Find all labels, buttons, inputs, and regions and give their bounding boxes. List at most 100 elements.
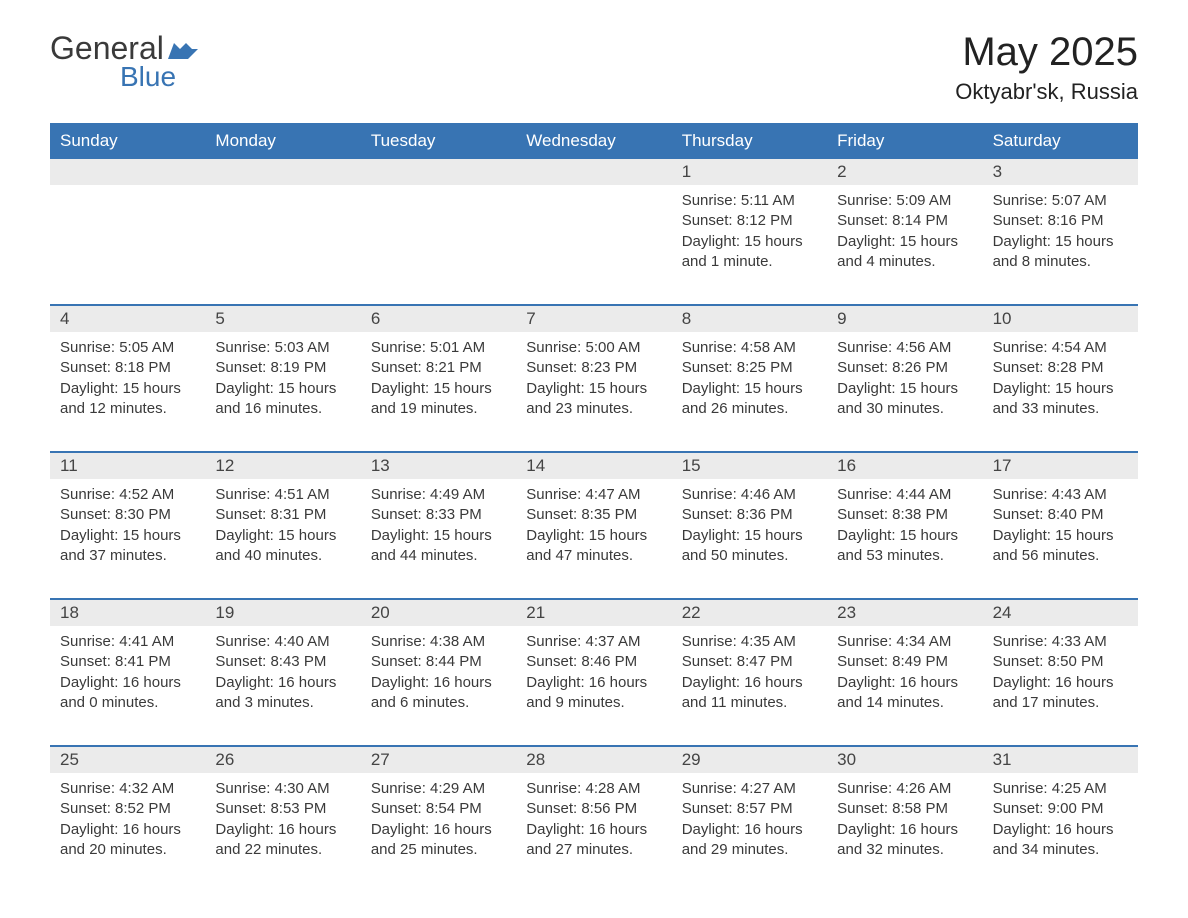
daylight-text: Daylight: 15 hours and 47 minutes.: [526, 526, 661, 567]
sunset-text: Sunset: 8:50 PM: [993, 652, 1128, 672]
sunset-text: Sunset: 8:38 PM: [837, 505, 972, 525]
day-number: 31: [983, 747, 1138, 773]
day-number: 29: [672, 747, 827, 773]
sunrise-text: Sunrise: 4:30 AM: [215, 779, 350, 799]
sunrise-text: Sunrise: 4:49 AM: [371, 485, 506, 505]
sunset-text: Sunset: 8:25 PM: [682, 358, 817, 378]
daylight-text: Daylight: 16 hours and 9 minutes.: [526, 673, 661, 714]
sunrise-text: Sunrise: 4:34 AM: [837, 632, 972, 652]
sunrise-text: Sunrise: 4:44 AM: [837, 485, 972, 505]
day-cell: Sunrise: 4:38 AMSunset: 8:44 PMDaylight:…: [361, 626, 516, 727]
dow-sunday: Sunday: [50, 123, 205, 159]
sunset-text: Sunset: 8:47 PM: [682, 652, 817, 672]
sunset-text: Sunset: 8:58 PM: [837, 799, 972, 819]
logo-flag-icon: [168, 37, 198, 59]
sunset-text: Sunset: 8:14 PM: [837, 211, 972, 231]
day-cell: Sunrise: 5:03 AMSunset: 8:19 PMDaylight:…: [205, 332, 360, 433]
sunrise-text: Sunrise: 4:40 AM: [215, 632, 350, 652]
day-number: 9: [827, 306, 982, 332]
day-number: 30: [827, 747, 982, 773]
page-title: May 2025: [955, 30, 1138, 75]
day-number: 10: [983, 306, 1138, 332]
sunset-text: Sunset: 8:21 PM: [371, 358, 506, 378]
sunrise-text: Sunrise: 4:33 AM: [993, 632, 1128, 652]
day-number: 13: [361, 453, 516, 479]
sunrise-text: Sunrise: 5:01 AM: [371, 338, 506, 358]
sunrise-text: Sunrise: 4:52 AM: [60, 485, 195, 505]
day-number: 2: [827, 159, 982, 185]
daylight-text: Daylight: 16 hours and 32 minutes.: [837, 820, 972, 861]
sunrise-text: Sunrise: 4:28 AM: [526, 779, 661, 799]
sunrise-text: Sunrise: 4:37 AM: [526, 632, 661, 652]
sunset-text: Sunset: 8:56 PM: [526, 799, 661, 819]
sunset-text: Sunset: 8:53 PM: [215, 799, 350, 819]
daylight-text: Daylight: 15 hours and 53 minutes.: [837, 526, 972, 567]
day-number: 27: [361, 747, 516, 773]
day-number: 26: [205, 747, 360, 773]
daylight-text: Daylight: 16 hours and 25 minutes.: [371, 820, 506, 861]
day-number: 15: [672, 453, 827, 479]
title-block: May 2025 Oktyabr'sk, Russia: [955, 30, 1138, 105]
logo: General Blue: [50, 30, 198, 93]
day-number-row: 123: [50, 159, 1138, 185]
daylight-text: Daylight: 15 hours and 19 minutes.: [371, 379, 506, 420]
sunrise-text: Sunrise: 4:35 AM: [682, 632, 817, 652]
day-number: 6: [361, 306, 516, 332]
day-number: 8: [672, 306, 827, 332]
sunset-text: Sunset: 8:41 PM: [60, 652, 195, 672]
day-cell: Sunrise: 4:32 AMSunset: 8:52 PMDaylight:…: [50, 773, 205, 874]
day-number: 24: [983, 600, 1138, 626]
sunset-text: Sunset: 8:40 PM: [993, 505, 1128, 525]
day-cell: [50, 185, 205, 286]
header: General Blue May 2025 Oktyabr'sk, Russia: [50, 30, 1138, 105]
daylight-text: Daylight: 16 hours and 29 minutes.: [682, 820, 817, 861]
day-cell: Sunrise: 4:30 AMSunset: 8:53 PMDaylight:…: [205, 773, 360, 874]
day-cell: Sunrise: 4:37 AMSunset: 8:46 PMDaylight:…: [516, 626, 671, 727]
calendar-week: 25262728293031Sunrise: 4:32 AMSunset: 8:…: [50, 745, 1138, 874]
day-number: [516, 159, 671, 185]
daylight-text: Daylight: 15 hours and 12 minutes.: [60, 379, 195, 420]
calendar: Sunday Monday Tuesday Wednesday Thursday…: [50, 123, 1138, 874]
sunrise-text: Sunrise: 4:43 AM: [993, 485, 1128, 505]
day-cell: Sunrise: 4:35 AMSunset: 8:47 PMDaylight:…: [672, 626, 827, 727]
day-cell: Sunrise: 4:33 AMSunset: 8:50 PMDaylight:…: [983, 626, 1138, 727]
daylight-text: Daylight: 15 hours and 30 minutes.: [837, 379, 972, 420]
day-cell: Sunrise: 4:51 AMSunset: 8:31 PMDaylight:…: [205, 479, 360, 580]
day-number-row: 45678910: [50, 306, 1138, 332]
sunset-text: Sunset: 8:33 PM: [371, 505, 506, 525]
dow-tuesday: Tuesday: [361, 123, 516, 159]
day-cell: Sunrise: 5:09 AMSunset: 8:14 PMDaylight:…: [827, 185, 982, 286]
sunset-text: Sunset: 8:36 PM: [682, 505, 817, 525]
day-number: 22: [672, 600, 827, 626]
day-cell: Sunrise: 4:52 AMSunset: 8:30 PMDaylight:…: [50, 479, 205, 580]
sunset-text: Sunset: 8:30 PM: [60, 505, 195, 525]
day-number: 20: [361, 600, 516, 626]
sunrise-text: Sunrise: 4:47 AM: [526, 485, 661, 505]
day-cell: Sunrise: 4:26 AMSunset: 8:58 PMDaylight:…: [827, 773, 982, 874]
day-cell: Sunrise: 4:58 AMSunset: 8:25 PMDaylight:…: [672, 332, 827, 433]
sunrise-text: Sunrise: 5:03 AM: [215, 338, 350, 358]
day-number: 28: [516, 747, 671, 773]
sunrise-text: Sunrise: 5:05 AM: [60, 338, 195, 358]
day-cell: Sunrise: 4:43 AMSunset: 8:40 PMDaylight:…: [983, 479, 1138, 580]
sunrise-text: Sunrise: 4:51 AM: [215, 485, 350, 505]
day-number: 11: [50, 453, 205, 479]
sunset-text: Sunset: 8:43 PM: [215, 652, 350, 672]
calendar-week: 123Sunrise: 5:11 AMSunset: 8:12 PMDaylig…: [50, 159, 1138, 286]
daylight-text: Daylight: 15 hours and 56 minutes.: [993, 526, 1128, 567]
sunrise-text: Sunrise: 4:26 AM: [837, 779, 972, 799]
daylight-text: Daylight: 15 hours and 16 minutes.: [215, 379, 350, 420]
day-number: 17: [983, 453, 1138, 479]
sunrise-text: Sunrise: 4:46 AM: [682, 485, 817, 505]
daylight-text: Daylight: 15 hours and 4 minutes.: [837, 232, 972, 273]
day-cell: Sunrise: 4:54 AMSunset: 8:28 PMDaylight:…: [983, 332, 1138, 433]
sunset-text: Sunset: 8:44 PM: [371, 652, 506, 672]
sunset-text: Sunset: 8:54 PM: [371, 799, 506, 819]
daylight-text: Daylight: 16 hours and 14 minutes.: [837, 673, 972, 714]
sunset-text: Sunset: 8:35 PM: [526, 505, 661, 525]
day-cell: Sunrise: 4:44 AMSunset: 8:38 PMDaylight:…: [827, 479, 982, 580]
sunrise-text: Sunrise: 4:56 AM: [837, 338, 972, 358]
daylight-text: Daylight: 16 hours and 0 minutes.: [60, 673, 195, 714]
daylight-text: Daylight: 15 hours and 37 minutes.: [60, 526, 195, 567]
day-number: 4: [50, 306, 205, 332]
